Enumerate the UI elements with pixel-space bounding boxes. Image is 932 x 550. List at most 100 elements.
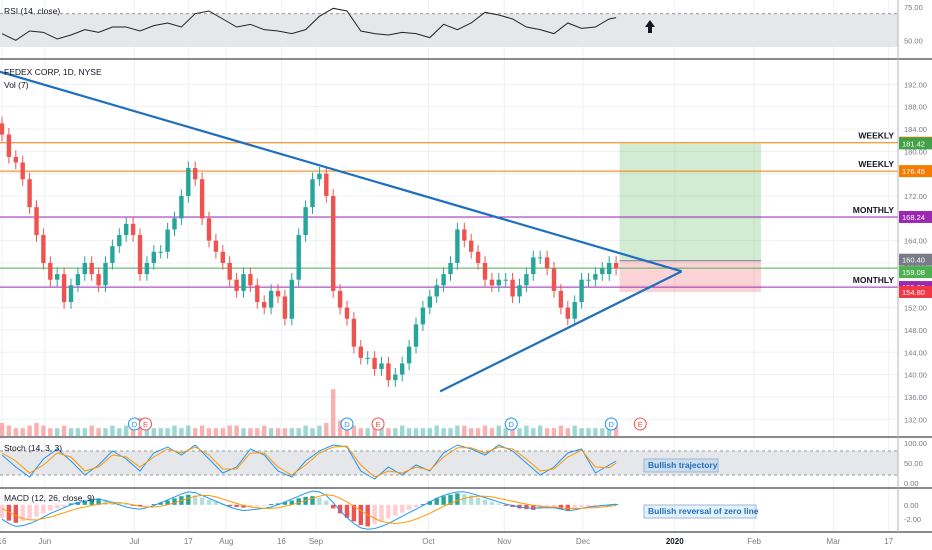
candle-body[interactable] [386, 363, 391, 381]
candle-body[interactable] [517, 285, 522, 297]
candle-body[interactable] [351, 318, 357, 347]
candle-body[interactable] [406, 346, 412, 364]
candle-body[interactable] [96, 274, 101, 286]
candle-body[interactable] [248, 274, 253, 286]
event-marker[interactable] [504, 417, 518, 431]
candle-body[interactable] [441, 274, 446, 286]
candle-body[interactable] [455, 229, 460, 263]
candle-body[interactable] [179, 195, 184, 219]
candle-body[interactable] [103, 262, 108, 286]
candle-body[interactable] [358, 346, 363, 358]
candle-body[interactable] [489, 279, 495, 286]
candle-body[interactable] [524, 274, 529, 286]
candle-body[interactable] [482, 262, 488, 280]
candle-body[interactable] [220, 251, 225, 263]
candle-body[interactable] [510, 279, 515, 297]
candle-body[interactable] [68, 285, 74, 303]
candle-body[interactable] [13, 156, 18, 163]
price-panel[interactable]: 192.00188.00184.00180.00176.00172.00168.… [0, 70, 932, 436]
candle-body[interactable] [158, 251, 163, 253]
candle-body[interactable] [0, 123, 5, 135]
candle-body[interactable] [448, 262, 453, 275]
candle-body[interactable] [586, 279, 591, 281]
candle-body[interactable] [393, 374, 398, 381]
candle-body[interactable] [48, 262, 53, 280]
candle-body[interactable] [130, 223, 136, 236]
candle-body[interactable] [379, 363, 384, 370]
candle-body[interactable] [475, 251, 481, 263]
event-marker[interactable] [604, 417, 618, 431]
candle-body[interactable] [151, 251, 156, 263]
candle-body[interactable] [268, 290, 274, 308]
macd-panel[interactable]: 0.00 -2.00 [0, 490, 921, 530]
candle-body[interactable] [282, 296, 288, 319]
candle-body[interactable] [324, 173, 329, 196]
candle-body[interactable] [137, 235, 143, 275]
candle-body[interactable] [496, 279, 501, 286]
candle-body[interactable] [227, 262, 232, 280]
candle-body[interactable] [34, 207, 39, 236]
candle-body[interactable] [110, 246, 115, 263]
candle-body[interactable] [420, 307, 426, 325]
target-zone[interactable] [619, 143, 761, 261]
candle-body[interactable] [613, 262, 619, 269]
candle-body[interactable] [600, 268, 605, 275]
candle-body[interactable] [75, 274, 81, 286]
candle-body[interactable] [317, 173, 322, 180]
candle-body[interactable] [241, 274, 246, 291]
candle-body[interactable] [303, 207, 308, 236]
candle-body[interactable] [262, 302, 267, 308]
stoch-panel[interactable]: 100.00 50.00 0.00 [0, 439, 927, 488]
candle-body[interactable] [234, 279, 239, 291]
candle-body[interactable] [344, 307, 350, 319]
candle-body[interactable] [61, 274, 67, 303]
candle-body[interactable] [434, 285, 439, 297]
candle-body[interactable] [400, 363, 405, 375]
candle-body[interactable] [206, 218, 212, 241]
candle-body[interactable] [89, 262, 94, 275]
candle-body[interactable] [165, 229, 170, 252]
candle-body[interactable] [193, 168, 198, 180]
candle-body[interactable] [41, 235, 46, 263]
candle-body[interactable] [117, 235, 122, 247]
candle-body[interactable] [144, 262, 150, 275]
candle-body[interactable] [186, 168, 191, 196]
candle-body[interactable] [296, 235, 301, 280]
event-marker[interactable] [340, 417, 354, 431]
candle-body[interactable] [55, 274, 60, 280]
candle-body[interactable] [607, 262, 612, 275]
candle-body[interactable] [538, 257, 543, 259]
candle-body[interactable] [593, 274, 598, 280]
candle-body[interactable] [289, 279, 294, 319]
trendline[interactable] [439, 270, 683, 393]
candle-body[interactable] [337, 290, 343, 308]
candle-body[interactable] [331, 195, 336, 291]
candle-body[interactable] [20, 162, 25, 180]
trendline[interactable] [0, 70, 682, 273]
candle-body[interactable] [413, 324, 419, 347]
candle-body[interactable] [427, 296, 432, 308]
candle-body[interactable] [124, 223, 129, 236]
candle-body[interactable] [275, 290, 281, 297]
candle-body[interactable] [462, 229, 467, 241]
candle-body[interactable] [503, 279, 508, 281]
candle-body[interactable] [551, 268, 557, 291]
candle-body[interactable] [558, 290, 564, 308]
candle-body[interactable] [579, 279, 584, 303]
candle-body[interactable] [199, 179, 205, 219]
candle-body[interactable] [531, 257, 536, 275]
candle-body[interactable] [82, 262, 87, 275]
candle-body[interactable] [572, 302, 577, 319]
candle-body[interactable] [365, 357, 370, 359]
candle-body[interactable] [372, 357, 377, 370]
candle-body[interactable] [172, 218, 177, 230]
candle-body[interactable] [6, 134, 12, 157]
event-marker[interactable] [633, 417, 647, 431]
event-marker[interactable] [371, 417, 385, 431]
candle-body[interactable] [27, 179, 32, 208]
candle-body[interactable] [565, 307, 570, 319]
candle-body[interactable] [255, 285, 260, 303]
candle-body[interactable] [544, 257, 550, 269]
event-marker[interactable] [139, 417, 153, 431]
